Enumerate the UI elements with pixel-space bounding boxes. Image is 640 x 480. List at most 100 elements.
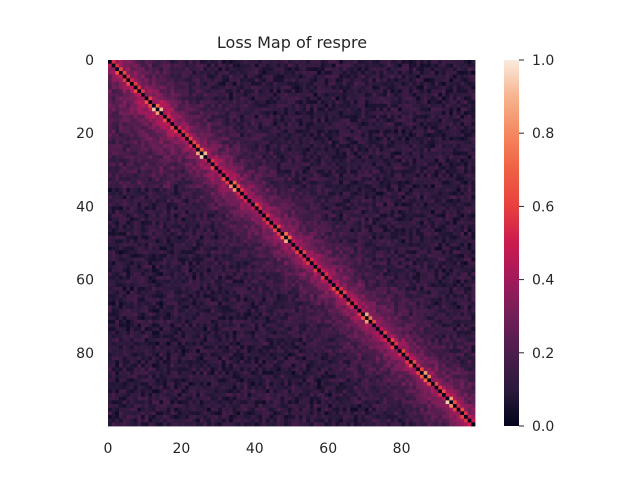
heatmap-cell (317, 100, 322, 105)
heatmap-cell (141, 144, 146, 149)
heatmap-cell (372, 202, 377, 207)
heatmap-cell (221, 70, 226, 76)
heatmap-cell (210, 78, 215, 83)
heatmap-cell (199, 103, 204, 108)
heatmap-cell (313, 92, 318, 97)
heatmap-cell (126, 166, 131, 171)
heatmap-cell (192, 78, 197, 83)
heatmap-cell (383, 206, 388, 211)
heatmap-cell (361, 239, 366, 244)
heatmap-cell (471, 100, 476, 105)
heatmap-cell (405, 103, 410, 108)
heatmap-cell (137, 60, 142, 65)
heatmap-cell (423, 111, 428, 116)
heatmap-cell (280, 96, 285, 101)
heatmap-cell (350, 147, 355, 152)
heatmap-cell (291, 136, 296, 141)
heatmap-cell (372, 224, 377, 229)
heatmap-cell (221, 122, 226, 127)
heatmap-cell (438, 67, 443, 72)
heatmap-cell (155, 235, 160, 240)
heatmap-cell (313, 100, 318, 105)
heatmap-cell (273, 136, 278, 141)
heatmap-cell (379, 202, 384, 207)
heatmap-cell (254, 140, 259, 145)
heatmap-cell (350, 202, 355, 207)
heatmap-cell (170, 151, 175, 156)
heatmap-cell (130, 122, 135, 127)
heatmap-cell (471, 140, 476, 145)
heatmap-cell (350, 188, 355, 193)
heatmap-cell (419, 162, 425, 167)
heatmap-cell (174, 210, 179, 215)
heatmap-cell (199, 70, 204, 76)
heatmap-cell (148, 235, 153, 240)
heatmap-cell (108, 151, 113, 156)
heatmap-cell (229, 188, 234, 193)
heatmap-cell (287, 60, 292, 65)
heatmap-cell (141, 129, 146, 134)
heatmap-cell (423, 224, 428, 229)
heatmap-cell (159, 213, 164, 218)
heatmap-cell (456, 173, 461, 178)
heatmap-cell (302, 166, 307, 171)
heatmap-cell (276, 173, 281, 178)
heatmap-cell (416, 147, 421, 152)
heatmap-cell (306, 191, 311, 196)
heatmap-cell (412, 180, 417, 185)
heatmap-cell (379, 103, 384, 108)
heatmap-cell (419, 217, 425, 222)
heatmap-cell (265, 144, 270, 149)
heatmap-cell (152, 191, 157, 196)
heatmap-cell (287, 169, 292, 174)
heatmap-cell (467, 96, 472, 101)
heatmap-cell (210, 166, 215, 171)
heatmap-cell (163, 217, 168, 222)
heatmap-cell (144, 144, 149, 149)
heatmap-cell (280, 206, 285, 211)
heatmap-cell (467, 103, 472, 108)
heatmap-cell (276, 228, 281, 233)
heatmap-cell (225, 136, 230, 141)
heatmap-cell (463, 70, 469, 76)
heatmap-cell (119, 78, 124, 83)
heatmap-cell (408, 162, 414, 167)
heatmap-cell (441, 191, 447, 196)
heatmap-cell (273, 92, 278, 97)
heatmap-cell (427, 111, 432, 116)
heatmap-cell (210, 89, 215, 94)
heatmap-cell (251, 224, 256, 229)
heatmap-cell (221, 195, 226, 200)
heatmap-cell (276, 140, 281, 145)
heatmap-cell (324, 111, 329, 116)
heatmap-cell (386, 235, 391, 240)
heatmap-cell (427, 199, 432, 204)
heatmap-cell (115, 136, 120, 141)
heatmap-cell (471, 136, 476, 141)
heatmap-cell (390, 206, 395, 211)
heatmap-cell (361, 158, 366, 163)
heatmap-cell (397, 180, 402, 185)
heatmap-cell (276, 155, 281, 160)
heatmap-cell (111, 70, 116, 76)
heatmap-cell (122, 235, 127, 240)
heatmap-cell (111, 177, 116, 182)
heatmap-cell (408, 107, 414, 112)
heatmap-cell (306, 210, 311, 215)
heatmap-cell (287, 96, 292, 101)
heatmap-cell (174, 191, 179, 196)
heatmap-cell (401, 129, 406, 134)
heatmap-cell (166, 173, 171, 178)
heatmap-cell (221, 92, 226, 97)
heatmap-cell (463, 144, 469, 149)
heatmap-cell (254, 221, 259, 226)
heatmap-cell (401, 140, 406, 145)
heatmap-cell (210, 96, 215, 101)
heatmap-cell (298, 74, 303, 79)
heatmap-cell (243, 118, 248, 123)
heatmap-cell (386, 107, 391, 112)
heatmap-cell (265, 177, 270, 182)
heatmap-cell (232, 195, 237, 200)
heatmap-cell (441, 188, 447, 193)
heatmap-cell (265, 111, 270, 116)
